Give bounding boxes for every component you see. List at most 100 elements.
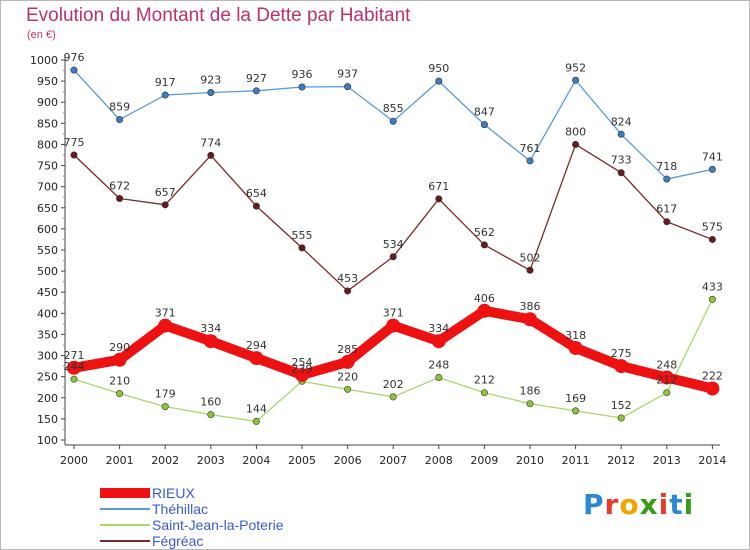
data-label: 212 bbox=[656, 374, 677, 387]
legend-swatch bbox=[100, 524, 150, 526]
data-point bbox=[344, 385, 352, 393]
data-point bbox=[572, 407, 580, 415]
data-point bbox=[295, 367, 309, 382]
chart-title: Evolution du Montant de la Dette par Hab… bbox=[26, 5, 411, 26]
y-tick-label: 250 bbox=[37, 371, 58, 384]
data-label: 562 bbox=[474, 226, 495, 239]
data-label: 290 bbox=[109, 341, 130, 354]
data-label: 927 bbox=[246, 72, 267, 85]
data-point bbox=[526, 266, 534, 274]
data-label: 917 bbox=[155, 76, 176, 89]
data-label: 657 bbox=[155, 186, 176, 199]
data-point bbox=[431, 334, 446, 349]
data-label: 824 bbox=[611, 115, 632, 128]
data-point bbox=[523, 312, 537, 327]
data-point bbox=[705, 381, 720, 396]
data-label: 534 bbox=[383, 238, 404, 251]
legend-swatch bbox=[100, 508, 150, 510]
data-point bbox=[480, 389, 488, 397]
data-label: 212 bbox=[474, 374, 495, 387]
data-label: 733 bbox=[611, 154, 632, 167]
y-tick-label: 350 bbox=[37, 328, 58, 341]
data-label: 800 bbox=[565, 125, 586, 138]
data-point bbox=[477, 303, 492, 318]
data-label: 555 bbox=[292, 229, 313, 242]
data-label: 152 bbox=[611, 399, 632, 412]
data-label: 950 bbox=[428, 62, 449, 75]
data-point bbox=[663, 389, 671, 397]
y-tick-label: 800 bbox=[37, 138, 58, 151]
y-tick-label: 400 bbox=[37, 307, 58, 320]
x-tick-label: 2009 bbox=[470, 454, 498, 467]
y-tick-label: 850 bbox=[37, 117, 58, 130]
data-point bbox=[116, 116, 124, 124]
y-tick-label: 550 bbox=[37, 244, 58, 257]
data-point bbox=[572, 76, 580, 84]
data-label: 937 bbox=[337, 68, 358, 81]
data-point bbox=[344, 287, 352, 295]
legend-swatch bbox=[100, 540, 150, 542]
legend-swatch bbox=[100, 488, 150, 498]
x-tick-label: 2005 bbox=[288, 454, 316, 467]
x-tick-label: 2000 bbox=[60, 454, 88, 467]
y-tick-label: 650 bbox=[37, 202, 58, 215]
data-label: 248 bbox=[428, 359, 449, 372]
data-point bbox=[480, 121, 488, 129]
data-label: 654 bbox=[246, 187, 267, 200]
data-label: 222 bbox=[702, 369, 723, 382]
data-point bbox=[116, 194, 124, 202]
data-point bbox=[252, 417, 260, 425]
data-point bbox=[249, 351, 264, 366]
y-tick-label: 100 bbox=[37, 434, 58, 447]
x-tick-label: 2007 bbox=[379, 454, 407, 467]
data-label: 239 bbox=[292, 362, 313, 375]
data-label: 179 bbox=[155, 388, 176, 401]
x-tick-label: 2013 bbox=[653, 454, 681, 467]
x-tick-label: 2001 bbox=[106, 454, 134, 467]
data-label: 210 bbox=[109, 375, 130, 388]
data-label: 248 bbox=[656, 359, 677, 372]
data-label: 617 bbox=[656, 203, 677, 216]
y-tick-label: 600 bbox=[37, 223, 58, 236]
data-label: 334 bbox=[428, 322, 449, 335]
data-label: 160 bbox=[200, 396, 221, 409]
data-point bbox=[252, 87, 260, 95]
x-tick-label: 2006 bbox=[334, 454, 362, 467]
x-tick-label: 2002 bbox=[151, 454, 179, 467]
data-label: 923 bbox=[200, 74, 221, 87]
data-label: 976 bbox=[64, 51, 85, 64]
y-tick-label: 750 bbox=[37, 160, 58, 173]
data-label: 453 bbox=[337, 272, 358, 285]
data-point bbox=[207, 411, 215, 419]
data-point bbox=[207, 151, 215, 159]
data-label: 502 bbox=[520, 251, 541, 264]
data-label: 741 bbox=[702, 150, 723, 163]
y-tick-label: 700 bbox=[37, 181, 58, 194]
data-label: 371 bbox=[155, 307, 176, 320]
data-point bbox=[70, 151, 78, 159]
y-tick-label: 900 bbox=[37, 96, 58, 109]
data-label: 254 bbox=[292, 356, 313, 369]
data-point bbox=[116, 390, 124, 398]
legend-label: Fégréac bbox=[152, 533, 204, 549]
data-point bbox=[568, 340, 583, 355]
data-label: 169 bbox=[565, 392, 586, 405]
data-point bbox=[386, 318, 401, 333]
data-label: 271 bbox=[64, 349, 85, 362]
x-tick-label: 2003 bbox=[197, 454, 225, 467]
data-label: 406 bbox=[474, 292, 495, 305]
data-point bbox=[708, 295, 716, 303]
proxiti-logo: Proxiti bbox=[583, 488, 694, 521]
data-point bbox=[298, 83, 306, 91]
data-point bbox=[708, 235, 716, 243]
data-point bbox=[617, 130, 625, 138]
data-point bbox=[617, 414, 625, 422]
logo-letter: i bbox=[658, 488, 670, 521]
legend-label: Saint-Jean-la-Poterie bbox=[152, 517, 284, 533]
data-point bbox=[70, 66, 78, 74]
data-point bbox=[659, 370, 674, 385]
data-point bbox=[480, 241, 488, 249]
data-label: 936 bbox=[292, 68, 313, 81]
y-tick-label: 300 bbox=[37, 350, 58, 363]
legend-label: Théhillac bbox=[152, 501, 209, 517]
